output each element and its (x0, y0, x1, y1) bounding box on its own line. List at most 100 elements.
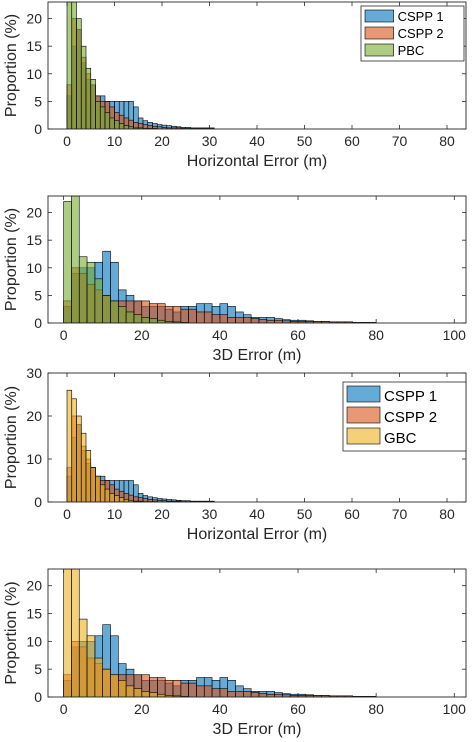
bar (219, 314, 229, 323)
x-tick-label: 60 (344, 133, 360, 149)
bar (63, 201, 72, 323)
bar (71, 196, 80, 323)
y-tick-label: 0 (34, 315, 42, 331)
bar (141, 317, 150, 323)
bar (196, 311, 205, 323)
bar (250, 692, 260, 697)
y-tick-label: 20 (26, 11, 42, 27)
bar (99, 484, 106, 502)
bar (211, 314, 221, 323)
bar (180, 682, 189, 697)
y-tick-label: 10 (26, 260, 42, 276)
bar (80, 45, 87, 129)
x-tick-label: 20 (134, 327, 150, 343)
chart-1: 0 10 20 30 40 50 60 70 80 0 5 10 15 20 Horizontal Erro… (3, 1, 467, 170)
bar (78, 618, 88, 697)
chart-3: 0 10 20 30 40 50 60 70 80 0 10 20 30 Horizontal Error… (3, 365, 467, 543)
legend-label: CSPP 1 (398, 9, 444, 24)
bar (118, 123, 125, 129)
legend-swatch (346, 385, 381, 403)
x-tick-label: 40 (212, 327, 228, 343)
legend-swatch (364, 26, 394, 40)
x-tick-label: 0 (63, 506, 71, 522)
legend-label: CSPP 2 (384, 409, 437, 426)
bar (114, 120, 120, 129)
bar (86, 635, 96, 697)
series-3 (63, 196, 189, 323)
bar (76, 415, 82, 502)
bar (85, 450, 92, 502)
y-tick-label: 0 (34, 494, 42, 510)
bar (133, 314, 143, 323)
legend-swatch (346, 427, 381, 445)
x-tick-label: 50 (297, 133, 313, 149)
bar (203, 311, 213, 323)
y-axis-label: Proportion (%) (3, 14, 20, 117)
bar (63, 569, 72, 697)
bar (235, 691, 244, 697)
bar (149, 318, 158, 323)
x-tick-label: 40 (249, 506, 265, 522)
bar (227, 317, 236, 323)
axes-frame (47, 568, 467, 698)
bar (95, 475, 101, 502)
series-3 (66, 2, 158, 129)
x-tick-label: 60 (290, 701, 306, 717)
x-tick-label: 100 (443, 327, 467, 343)
bar (102, 668, 111, 697)
y-tick-label: 5 (34, 661, 42, 677)
bar (118, 306, 127, 323)
bar (196, 685, 205, 697)
chart-4: 0 20 40 60 80 100 0 5 10 15 20 3D Error (m) Proporti… (3, 568, 467, 738)
x-tick-label: 70 (392, 133, 408, 149)
x-tick-label: 0 (60, 701, 68, 717)
x-tick-label: 70 (392, 506, 408, 522)
y-tick-label: 20 (26, 205, 42, 221)
x-axis-label: Horizontal Error (m) (187, 153, 327, 170)
bar (114, 495, 120, 502)
series-3 (63, 569, 189, 697)
y-tick-label: 15 (26, 232, 42, 248)
y-tick-label: 20 (26, 578, 42, 594)
y-tick-label: 0 (34, 121, 42, 137)
y-tick-label: 5 (34, 287, 42, 303)
bar (94, 278, 103, 323)
bar (219, 688, 229, 697)
y-tick-label: 5 (34, 93, 42, 109)
series-3 (66, 389, 158, 502)
y-axis-label: Proportion (%) (3, 208, 20, 311)
bar (133, 688, 143, 697)
bar (203, 685, 213, 697)
bar (86, 261, 96, 323)
x-tick-label: 80 (439, 133, 455, 149)
bar (123, 125, 130, 129)
y-tick-label: 0 (34, 689, 42, 705)
bars (66, 389, 215, 502)
x-axis-label: 3D Error (m) (213, 347, 302, 364)
bar (104, 488, 111, 502)
x-tick-label: 20 (154, 506, 170, 522)
bar (188, 682, 197, 697)
bar (109, 493, 115, 502)
legend-swatch (364, 9, 394, 23)
x-tick-label: 100 (443, 701, 467, 717)
bar (80, 432, 87, 502)
axes-frame (47, 1, 467, 130)
bar (164, 680, 174, 697)
bar (102, 295, 111, 323)
legend: CSPP 1 CSPP 2 GBC (342, 381, 467, 452)
bar (164, 306, 174, 323)
legend: CSPP 1 CSPP 2 PBC (360, 5, 465, 62)
bar (78, 256, 88, 323)
y-axis-label: Proportion (%) (3, 581, 20, 684)
bar (172, 680, 182, 697)
legend-label: CSPP 1 (384, 388, 437, 405)
x-tick-label: 80 (439, 506, 455, 522)
bar (141, 691, 150, 697)
bar (235, 317, 244, 323)
bar (85, 67, 92, 129)
bars (63, 569, 377, 697)
bar (188, 308, 197, 323)
x-tick-label: 10 (107, 506, 123, 522)
axes-frame (47, 195, 467, 324)
